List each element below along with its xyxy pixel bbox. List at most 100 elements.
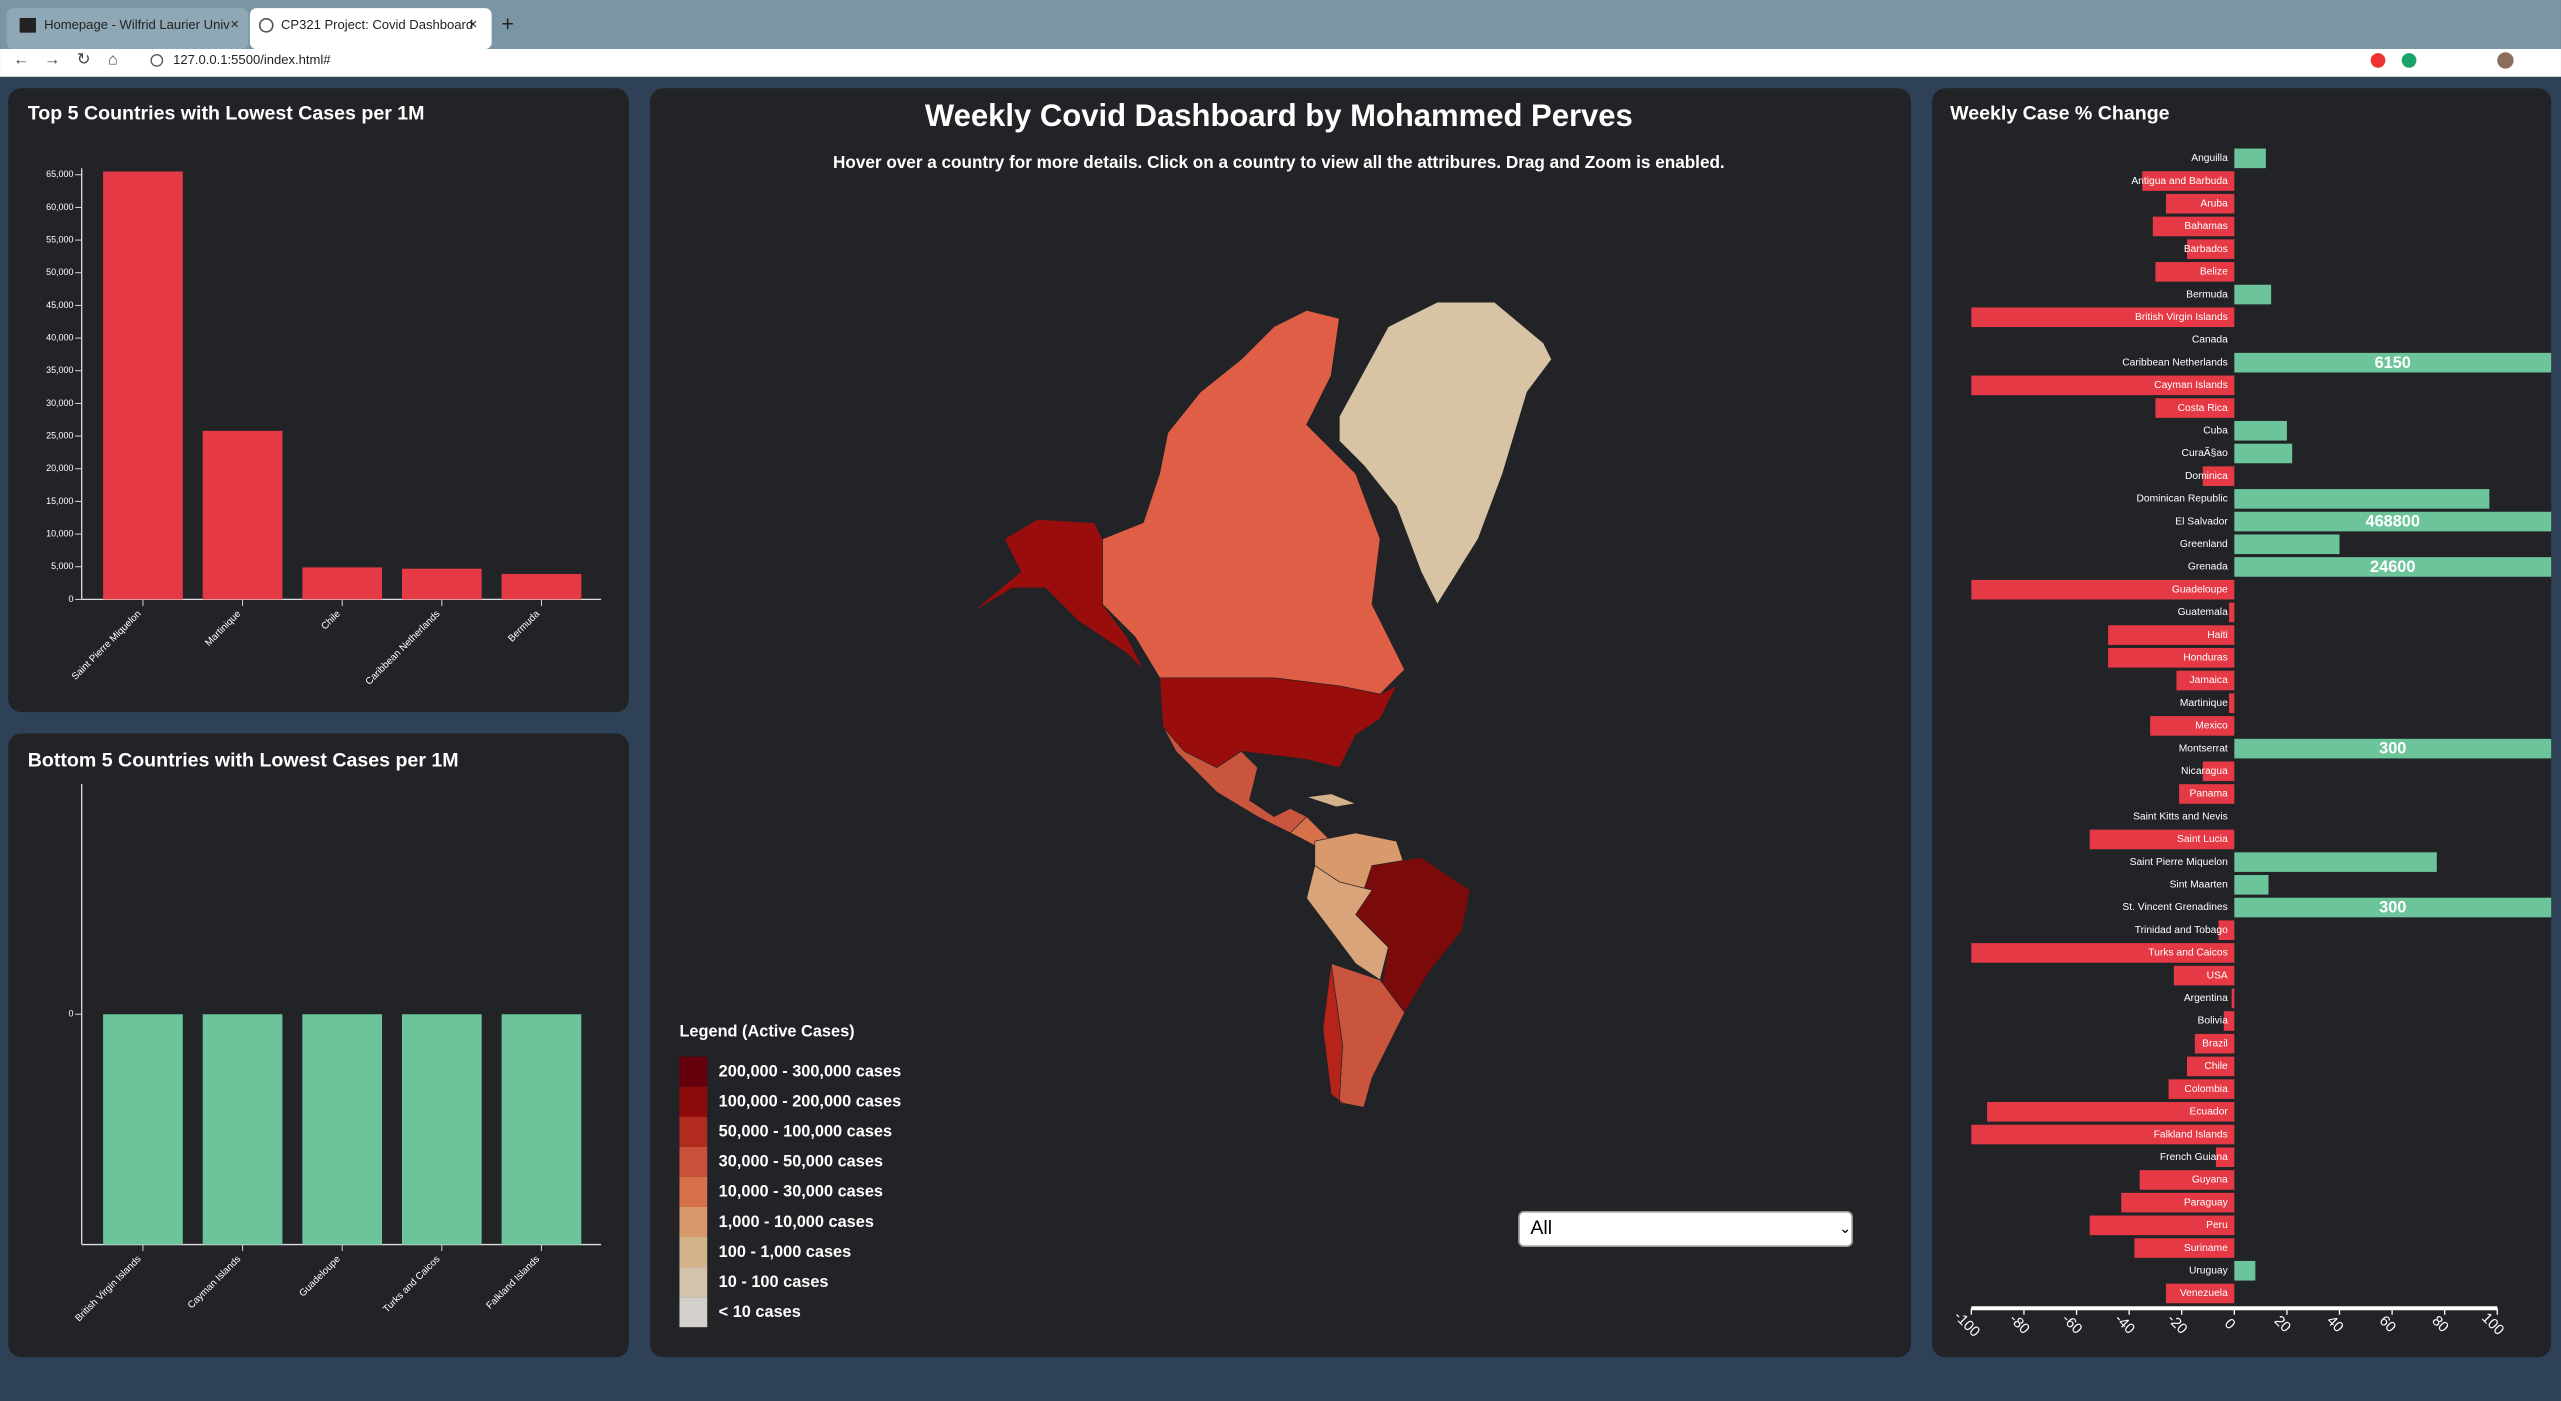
country[interactable] <box>1338 301 1553 605</box>
y-tick-label: 40,000 <box>46 332 73 342</box>
bar <box>2173 965 2235 986</box>
x-tick-label: 60 <box>2376 1313 2399 1336</box>
country[interactable] <box>1306 793 1357 808</box>
bar <box>501 573 582 600</box>
tab-close[interactable]: × <box>469 17 478 33</box>
legend-label: 10 - 100 cases <box>719 1273 829 1291</box>
bar <box>2165 193 2235 214</box>
value-label: 6150 <box>2375 354 2411 372</box>
profile[interactable] <box>2497 52 2514 69</box>
select-value[interactable]: All <box>1530 1217 1552 1239</box>
new-tab[interactable]: + <box>501 13 513 36</box>
y-tick-label: USA <box>2207 970 2228 981</box>
bar <box>2234 897 2552 918</box>
y-tick-label: St. Vincent Grenadines <box>2122 902 2227 913</box>
legend-swatch <box>679 1116 708 1147</box>
home[interactable]: ⌂ <box>108 51 118 69</box>
tab-title: Homepage - Wilfrid Laurier Univ <box>44 17 230 32</box>
y-tick-label: Greenland <box>2180 539 2228 550</box>
y-tick-label: Turks and Caicos <box>2148 948 2228 959</box>
legend-label: 50,000 - 100,000 cases <box>719 1123 892 1141</box>
y-tick-label: Belize <box>2200 267 2228 278</box>
y-tick-label: Cayman Islands <box>2154 380 2228 391</box>
legend-swatch <box>679 1176 708 1207</box>
bar <box>1971 307 2235 328</box>
tab-close[interactable]: × <box>230 17 239 33</box>
tab[interactable] <box>6 8 249 49</box>
value-label: 300 <box>2379 740 2406 758</box>
bar <box>2108 647 2235 668</box>
bar <box>2186 1056 2235 1077</box>
y-tick-label: Falkland Islands <box>2154 1129 2228 1140</box>
y-tick-label: Antigua and Barbuda <box>2131 176 2228 187</box>
bar <box>1971 1124 2235 1145</box>
bar <box>2231 988 2235 1009</box>
legend-label: 100,000 - 200,000 cases <box>719 1093 902 1111</box>
select-arrow[interactable]: ⌄ <box>1839 1221 1851 1237</box>
legend: 200,000 - 300,000 cases 100,000 - 200,000… <box>679 1056 902 1328</box>
y-tick-label: 15,000 <box>46 496 73 506</box>
y-tick-label: Jamaica <box>2190 675 2229 686</box>
y-tick-label: Argentina <box>2184 993 2228 1004</box>
y-tick-label: 60,000 <box>46 202 73 212</box>
y-tick-label: Haiti <box>2207 630 2228 641</box>
y-tick-label: Bahamas <box>2184 221 2227 232</box>
y-tick-label: Barbados <box>2184 244 2228 255</box>
url[interactable]: 127.0.0.1:5500/index.html# <box>173 52 331 67</box>
country[interactable] <box>971 519 1144 670</box>
legend-swatch <box>679 1146 708 1177</box>
panel <box>1932 88 2552 1358</box>
y-tick-label: 55,000 <box>46 234 73 244</box>
legend-swatch <box>679 1297 708 1328</box>
info-icon[interactable] <box>150 54 164 67</box>
y-tick-label: Martinique <box>2180 698 2228 709</box>
bar <box>2202 761 2235 782</box>
y-tick-label: Nicaragua <box>2181 766 2228 777</box>
chart-title: Weekly Case % Change <box>1950 102 2170 124</box>
legend-swatch <box>679 1056 708 1087</box>
bar <box>501 1014 582 1245</box>
forward[interactable]: → <box>44 51 60 69</box>
bar <box>302 567 383 600</box>
legend-swatch <box>679 1086 708 1117</box>
legend-label: 100 - 1,000 cases <box>719 1243 852 1261</box>
select[interactable] <box>1518 1211 1853 1247</box>
bar <box>2234 852 2437 872</box>
bar <box>2089 1215 2235 1236</box>
extension[interactable] <box>2401 53 2417 68</box>
bar <box>2223 1011 2235 1031</box>
chart-title: Bottom 5 Countries with Lowest Cases per… <box>28 749 459 771</box>
value-label: 24600 <box>2370 558 2415 576</box>
y-tick-label: 20,000 <box>46 463 73 473</box>
bar <box>2150 716 2235 736</box>
bar <box>2234 148 2266 169</box>
bar <box>2234 1260 2256 1281</box>
chart-title: Top 5 Countries with Lowest Cases per 1M <box>28 102 425 124</box>
map-subtitle: Hover over a country for more details. C… <box>833 152 1725 172</box>
country[interactable] <box>1306 865 1389 981</box>
y-tick-label: Guyana <box>2192 1175 2228 1186</box>
country[interactable] <box>1162 726 1308 834</box>
bar <box>2234 284 2272 305</box>
back[interactable]: ← <box>13 51 29 69</box>
bar <box>2234 738 2552 759</box>
country[interactable] <box>1322 963 1353 1111</box>
bar <box>2229 693 2235 713</box>
bar <box>1971 375 2235 396</box>
y-tick-label: 0 <box>69 1009 74 1019</box>
bar <box>2142 171 2235 191</box>
bar <box>2194 1033 2235 1054</box>
legend-label: 10,000 - 30,000 cases <box>719 1183 883 1201</box>
y-tick-label: Paraguay <box>2184 1197 2229 1208</box>
map-title: Weekly Covid Dashboard by Mohammed Perve… <box>925 98 1633 133</box>
legend-label: 200,000 - 300,000 cases <box>719 1063 902 1081</box>
bar <box>2218 920 2235 941</box>
y-tick-label: Grenada <box>2188 562 2228 573</box>
extension[interactable] <box>2370 53 2386 68</box>
reload[interactable]: ↻ <box>77 51 91 69</box>
tab[interactable] <box>249 8 492 49</box>
y-tick-label: Ecuador <box>2190 1107 2229 1118</box>
value-label: 468800 <box>2365 513 2420 531</box>
map[interactable] <box>971 301 1553 1111</box>
